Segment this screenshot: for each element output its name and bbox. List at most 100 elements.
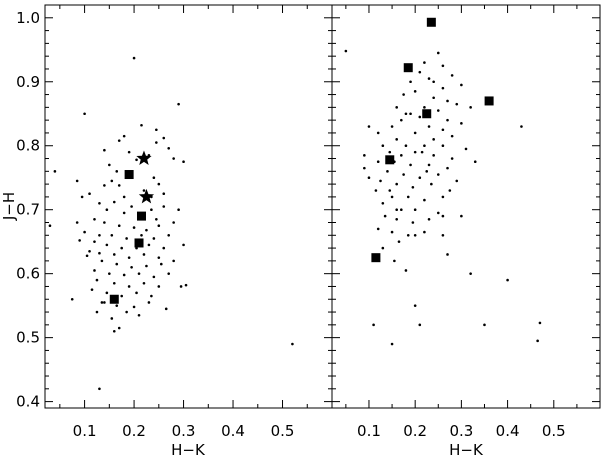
dot-point — [98, 233, 101, 237]
dot-point — [436, 109, 440, 112]
dot-point — [112, 281, 116, 285]
dot-point — [93, 269, 96, 272]
dot-point — [142, 253, 146, 256]
dot-point — [98, 251, 101, 255]
dot-point — [460, 214, 463, 218]
star-point — [138, 188, 155, 204]
dot-point — [390, 230, 394, 234]
dot-point — [98, 387, 101, 391]
dot-point — [130, 265, 133, 269]
dot-point — [381, 144, 385, 148]
square-point — [109, 294, 119, 304]
dot-point — [152, 237, 156, 240]
dot-point — [395, 208, 398, 211]
dot-point — [411, 221, 415, 224]
dot-point — [182, 243, 185, 247]
dot-point — [122, 273, 126, 277]
dot-point — [157, 224, 161, 227]
dot-point — [460, 83, 463, 87]
square-point — [484, 96, 494, 106]
square-point — [371, 253, 381, 263]
dot-point — [376, 227, 380, 231]
dot-point — [179, 285, 183, 288]
dot-point — [427, 125, 431, 128]
dot-point — [147, 301, 151, 304]
dot-point — [441, 128, 445, 132]
dot-point — [520, 125, 523, 128]
left-plot-frame — [44, 4, 333, 409]
dot-point — [390, 342, 394, 346]
dot-point — [413, 233, 417, 237]
dot-point — [110, 179, 114, 183]
dot-point — [409, 112, 412, 116]
dot-point — [395, 217, 398, 221]
dot-point — [432, 138, 435, 141]
dot-point — [93, 217, 96, 221]
y-tick-label-6: 1.0 — [16, 9, 40, 27]
dot-point — [167, 233, 171, 237]
dot-point — [432, 96, 435, 100]
dot-point — [122, 211, 126, 215]
dot-point — [418, 176, 422, 180]
square-point — [134, 238, 144, 248]
square-point — [426, 17, 436, 27]
dot-point — [432, 80, 435, 84]
dot-point — [110, 233, 114, 237]
dot-point — [135, 291, 138, 295]
dot-point — [413, 150, 417, 154]
dot-point — [115, 304, 119, 307]
dot-point — [406, 233, 410, 237]
dot-point — [441, 233, 445, 237]
dot-point — [83, 230, 86, 234]
square-point — [124, 170, 134, 180]
dot-point — [374, 189, 378, 192]
dot-point — [177, 208, 180, 211]
dot-point — [125, 237, 128, 240]
dot-point — [388, 150, 392, 154]
star-point — [136, 150, 152, 165]
dot-point — [450, 134, 454, 138]
left-data-points — [48, 56, 294, 391]
dot-point — [506, 278, 509, 282]
y-tick-label-0: 0.4 — [16, 393, 40, 411]
dot-point — [100, 259, 104, 263]
dot-point — [159, 262, 163, 266]
dot-point — [390, 125, 394, 128]
dot-point — [409, 80, 412, 84]
dot-point — [127, 285, 131, 288]
dot-point — [75, 221, 79, 224]
right-data-points — [344, 17, 542, 346]
dot-point — [446, 253, 449, 256]
dot-point — [397, 240, 401, 243]
dot-point — [427, 163, 431, 167]
dot-point — [162, 136, 166, 140]
right-panel: 0.1 0.2 0.3 0.4 0.5 H−K — [331, 4, 601, 459]
dot-point — [473, 160, 477, 164]
dot-point — [402, 93, 405, 96]
dot-point — [536, 339, 539, 343]
left-axis-ticks: 0.1 0.2 0.3 0.4 0.5 0.4 0.5 0.6 0.7 0.8 0.9 1.0 — [16, 4, 332, 440]
x-tick-label-right-0: 0.1 — [357, 422, 381, 440]
right-plot-frame — [331, 4, 601, 409]
dot-point — [418, 70, 422, 74]
dot-point — [137, 313, 141, 317]
dot-point — [108, 163, 111, 167]
x-tick-label-left-4: 0.5 — [271, 422, 295, 440]
dot-point — [184, 283, 188, 287]
left-panel: 0.1 0.2 0.3 0.4 0.5 0.4 0.5 0.6 0.7 0.8 0.9 1.0 H−K… — [0, 4, 333, 459]
dot-point — [83, 112, 86, 116]
dot-point — [162, 192, 166, 196]
dot-point — [157, 256, 161, 259]
dot-point — [80, 195, 84, 199]
dot-point — [395, 106, 398, 109]
dot-point — [446, 99, 449, 103]
dot-point — [367, 176, 371, 180]
dot-point — [386, 170, 389, 173]
dot-point — [425, 170, 429, 173]
dot-point — [70, 297, 74, 301]
dot-point — [103, 148, 106, 152]
dot-point — [167, 272, 171, 275]
dot-point — [98, 202, 101, 205]
dot-point — [448, 189, 452, 192]
